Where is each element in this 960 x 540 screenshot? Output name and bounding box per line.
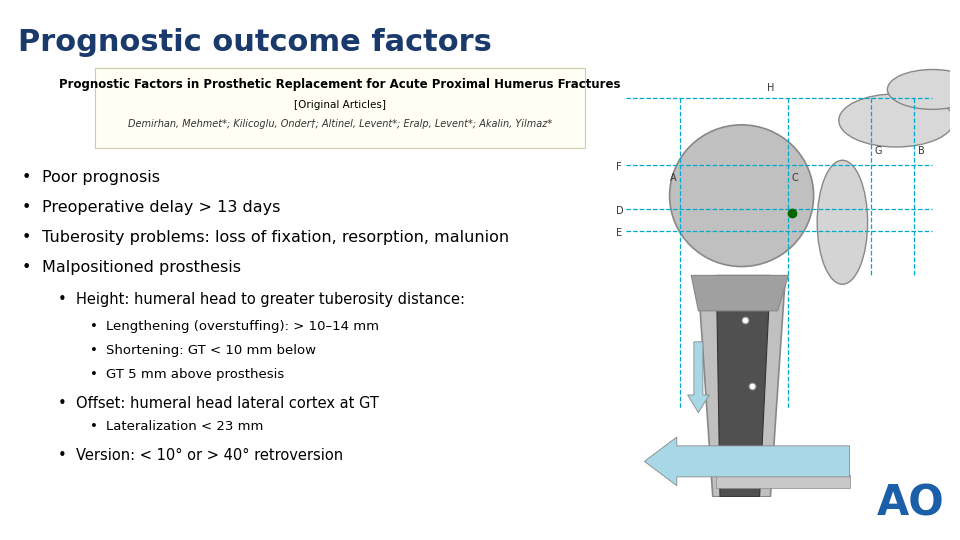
Ellipse shape [670, 125, 814, 267]
Text: F: F [615, 162, 621, 172]
Text: Prognostic outcome factors: Prognostic outcome factors [18, 28, 492, 57]
Text: •: • [22, 230, 32, 245]
Text: •: • [90, 344, 98, 357]
Text: Height: humeral head to greater tuberosity distance:: Height: humeral head to greater tuberosi… [76, 292, 465, 307]
Text: C: C [792, 173, 799, 183]
Ellipse shape [887, 70, 960, 109]
Text: H: H [767, 83, 774, 93]
FancyArrow shape [644, 437, 850, 486]
Text: [Original Articles]: [Original Articles] [294, 100, 386, 110]
Text: Lateralization < 23 mm: Lateralization < 23 mm [106, 420, 263, 433]
Text: D: D [615, 206, 623, 216]
FancyArrow shape [687, 342, 709, 413]
Polygon shape [716, 475, 850, 488]
Text: •: • [22, 260, 32, 275]
Text: E: E [615, 228, 622, 238]
Text: AO: AO [877, 483, 945, 525]
Text: •: • [90, 320, 98, 333]
Text: Version: < 10° or > 40° retroversion: Version: < 10° or > 40° retroversion [76, 448, 343, 463]
Polygon shape [716, 275, 770, 497]
Text: G: G [875, 146, 882, 157]
Text: •: • [22, 200, 32, 215]
Text: •: • [58, 292, 67, 307]
Polygon shape [698, 284, 784, 497]
Text: A: A [670, 173, 677, 183]
Text: Prognostic Factors in Prosthetic Replacement for Acute Proximal Humerus Fracture: Prognostic Factors in Prosthetic Replace… [60, 78, 621, 91]
Text: •: • [90, 368, 98, 381]
Text: Offset: humeral head lateral cortex at GT: Offset: humeral head lateral cortex at G… [76, 396, 379, 411]
Ellipse shape [839, 94, 954, 147]
Text: •: • [58, 448, 67, 463]
Text: GT 5 mm above prosthesis: GT 5 mm above prosthesis [106, 368, 284, 381]
Text: •: • [22, 170, 32, 185]
Text: Tuberosity problems: loss of fixation, resorption, malunion: Tuberosity problems: loss of fixation, r… [42, 230, 509, 245]
Text: B: B [918, 146, 924, 157]
Text: Poor prognosis: Poor prognosis [42, 170, 160, 185]
Text: Malpositioned prosthesis: Malpositioned prosthesis [42, 260, 241, 275]
Polygon shape [691, 275, 788, 311]
Text: Demirhan, Mehmet*; Kilicoglu, Onder†; Altinel, Levent*; Eralp, Levent*; Akalin, : Demirhan, Mehmet*; Kilicoglu, Onder†; Al… [128, 119, 552, 129]
Text: •: • [90, 420, 98, 433]
Text: Shortening: GT < 10 mm below: Shortening: GT < 10 mm below [106, 344, 316, 357]
FancyBboxPatch shape [95, 68, 585, 148]
Text: •: • [58, 396, 67, 411]
Text: Preoperative delay > 13 days: Preoperative delay > 13 days [42, 200, 280, 215]
Ellipse shape [817, 160, 868, 284]
Text: Lengthening (overstuffing): > 10–14 mm: Lengthening (overstuffing): > 10–14 mm [106, 320, 379, 333]
